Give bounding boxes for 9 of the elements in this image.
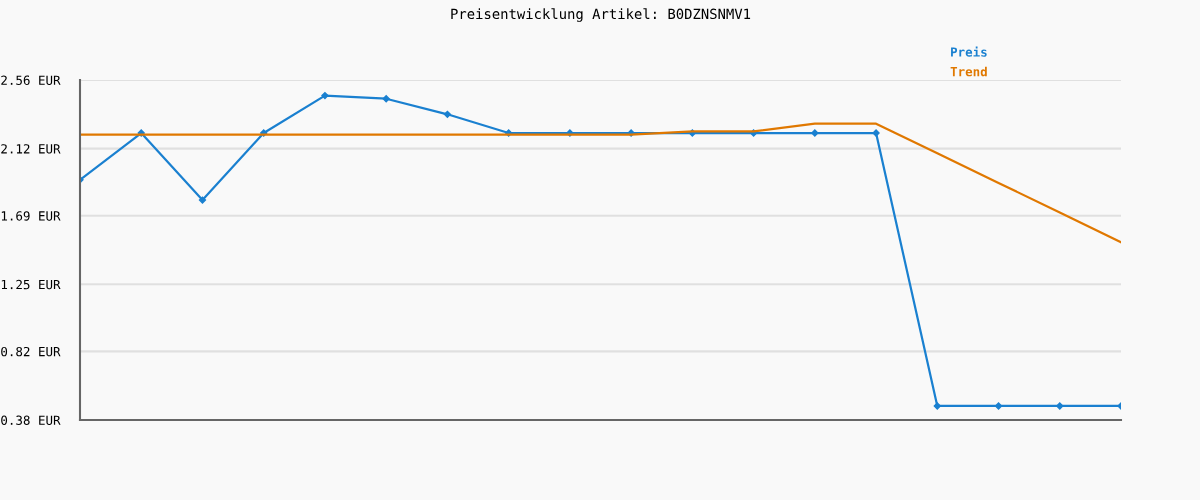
y-tick-label: 1.69 EUR	[1, 211, 61, 221]
text: Preis	[951, 46, 987, 57]
y-tick-label: 1.25 EUR	[1, 279, 61, 290]
chart-title: Preisentwicklung Artikel: B0DZNSNMV1	[451, 8, 751, 22]
y-tick-label: 2.56 EUR	[1, 75, 61, 85]
y-tick-label: 2.12 EUR	[1, 144, 61, 154]
y-tick-label: 0.82 EUR	[1, 346, 61, 357]
y-tick-label: 0.38 EUR	[1, 415, 61, 425]
text: Trend	[950, 66, 987, 77]
